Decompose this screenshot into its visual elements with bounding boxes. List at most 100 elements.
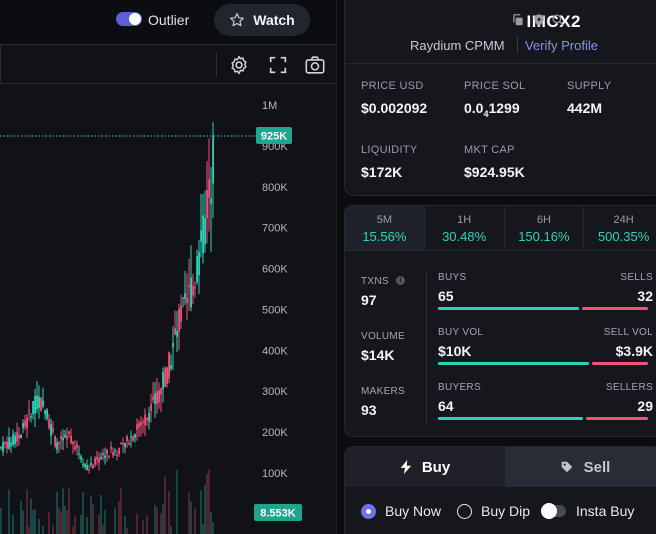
- fullscreen-icon[interactable]: [267, 54, 289, 76]
- candle-body: [92, 465, 94, 469]
- volume-bar: [162, 504, 164, 534]
- candle-body: [72, 441, 74, 445]
- chart-panel: Outlier Watch 1M 900K 800K 700K 600K 500K 400K…: [0, 0, 336, 534]
- price-axis-label: 1M: [262, 100, 277, 112]
- sell-vol-bar: [592, 362, 648, 365]
- volume-bar: [20, 500, 22, 534]
- chart-topbar: Outlier Watch: [0, 0, 336, 44]
- candle-body: [8, 437, 10, 449]
- tab-sell[interactable]: Sell: [505, 447, 656, 487]
- candle-body: [142, 421, 144, 423]
- volume-bar: [80, 514, 82, 534]
- volume-bar: [32, 510, 34, 534]
- outlier-toggle[interactable]: [116, 12, 142, 26]
- tab-5m[interactable]: 5M 15.56%: [345, 206, 425, 250]
- buy-dip-label[interactable]: Buy Dip: [481, 503, 531, 519]
- tf-change: 150.16%: [518, 229, 570, 244]
- volume-value: $14K: [361, 347, 395, 363]
- shield-icon[interactable]: [532, 13, 546, 27]
- candle-body: [40, 397, 42, 411]
- buy-dip-radio[interactable]: [457, 504, 472, 519]
- candle-body: [166, 367, 168, 384]
- tab-24h[interactable]: 24H 500.35%: [584, 206, 656, 250]
- price-sol-label: PRICE SOL: [464, 80, 526, 92]
- sellers-value: 29: [637, 398, 653, 414]
- candle-body: [42, 400, 44, 407]
- volume-bar: [30, 498, 32, 534]
- verify-profile-link[interactable]: Verify Profile: [525, 38, 598, 53]
- volume-bar: [160, 513, 162, 534]
- volume-bar: [86, 516, 88, 534]
- tab-buy[interactable]: Buy: [345, 447, 505, 487]
- volume-bar: [164, 475, 166, 534]
- insta-buy-toggle[interactable]: [541, 503, 566, 519]
- volume-bar: [92, 504, 94, 534]
- candle-body: [146, 417, 148, 420]
- tx-divider: [426, 269, 427, 425]
- candle-body: [78, 453, 80, 455]
- candle-body: [122, 443, 124, 445]
- candle-body: [56, 442, 58, 450]
- volume-bar: [62, 488, 64, 534]
- volume-bar: [202, 524, 204, 534]
- copy-icon[interactable]: [511, 13, 525, 27]
- volume-bar: [90, 495, 92, 534]
- candle-body: [66, 435, 68, 440]
- volume-bar: [154, 504, 156, 534]
- buyers-label: BUYERS: [438, 382, 481, 393]
- liquidity-value: $172K: [361, 164, 403, 180]
- candle-body: [140, 422, 142, 426]
- price-axis-label: 800K: [262, 182, 288, 194]
- sells-bar: [582, 307, 648, 310]
- buy-now-radio[interactable]: [361, 504, 376, 519]
- candle-body: [152, 396, 154, 400]
- volume-bar: [120, 488, 122, 534]
- insta-buy-label[interactable]: Insta Buy: [576, 503, 635, 519]
- lightning-icon: [400, 460, 412, 474]
- volume-bar: [66, 510, 68, 534]
- candle-body: [164, 368, 166, 387]
- candle-body: [74, 446, 76, 450]
- volume-bars: [0, 469, 214, 534]
- candle-body: [136, 424, 138, 430]
- buy-vol-bar: [438, 362, 589, 365]
- volume-bar: [142, 519, 144, 534]
- candle-body: [160, 387, 162, 395]
- volume-bar: [48, 511, 50, 534]
- sells-label: SELLS: [620, 272, 653, 283]
- chart-toolbar: [0, 44, 336, 84]
- volume-bar: [22, 510, 24, 534]
- candle-body: [200, 230, 202, 242]
- candle-body: [0, 447, 2, 449]
- volume-bar: [146, 515, 148, 534]
- candle-body: [162, 372, 164, 389]
- candle-body: [50, 424, 52, 436]
- volume-bar: [114, 508, 116, 534]
- mktcap-label: MKT CAP: [464, 144, 515, 156]
- buy-now-label[interactable]: Buy Now: [385, 503, 442, 519]
- buyers-bar: [438, 417, 583, 420]
- tab-6h[interactable]: 6H 150.16%: [505, 206, 585, 250]
- candle-body: [124, 443, 126, 448]
- camera-icon[interactable]: [304, 54, 326, 76]
- watch-button[interactable]: Watch: [214, 4, 310, 36]
- price-axis-label: 400K: [262, 345, 288, 357]
- candle-body: [204, 217, 206, 245]
- volume-bar: [124, 516, 126, 534]
- star-icon: [230, 13, 245, 27]
- toolbar-divider: [216, 53, 217, 77]
- gear-icon[interactable]: [228, 54, 250, 76]
- info-icon[interactable]: i: [396, 276, 405, 285]
- volume-bar: [60, 511, 62, 534]
- toggle-knob: [541, 503, 557, 519]
- trade-card: Buy Sell Buy Now Buy Dip Insta Buy: [344, 446, 656, 534]
- search-icon[interactable]: [551, 13, 565, 27]
- candles: [0, 122, 214, 474]
- candle-body: [38, 396, 40, 408]
- volume-bar: [156, 507, 158, 534]
- tab-1h[interactable]: 1H 30.48%: [425, 206, 505, 250]
- candle-body: [132, 436, 134, 441]
- tf-label: 24H: [613, 214, 634, 226]
- volume-bar: [188, 492, 190, 534]
